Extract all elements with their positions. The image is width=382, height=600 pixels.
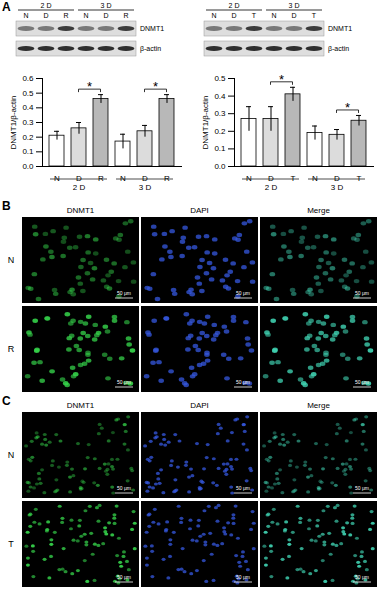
svg-text:T: T (8, 539, 14, 549)
svg-text:DAPI: DAPI (190, 206, 209, 215)
svg-text:2 D: 2 D (41, 2, 52, 9)
svg-text:T: T (356, 174, 362, 184)
svg-text:3 D: 3 D (101, 2, 112, 9)
svg-text:0.2: 0.2 (214, 127, 226, 136)
svg-text:*: * (345, 100, 350, 115)
svg-text:T: T (290, 174, 296, 184)
svg-text:0.1: 0.1 (214, 144, 226, 153)
svg-text:R: R (98, 174, 104, 184)
svg-text:DNMT1: DNMT1 (328, 25, 352, 32)
svg-text:D: D (76, 174, 82, 184)
svg-text:50 μm: 50 μm (355, 290, 369, 296)
svg-text:50 μm: 50 μm (236, 290, 250, 296)
svg-text:*: * (279, 72, 284, 87)
svg-text:D: D (142, 174, 148, 184)
svg-text:DNMT1: DNMT1 (140, 25, 164, 32)
svg-text:0.5: 0.5 (214, 74, 226, 83)
svg-text:D: D (103, 12, 108, 19)
svg-text:2 D: 2 D (229, 2, 240, 9)
html-text:C: C (2, 394, 11, 408)
svg-text:2 D: 2 D (265, 183, 278, 192)
svg-text:DAPI: DAPI (190, 401, 209, 410)
svg-text:0.3: 0.3 (22, 118, 34, 127)
svg-text:*: * (153, 79, 158, 94)
svg-text:3 D: 3 D (289, 2, 300, 9)
svg-text:DNMT1/β-actin: DNMT1/β-actin (9, 96, 18, 150)
svg-text:R: R (164, 174, 170, 184)
svg-text:R: R (8, 344, 15, 354)
svg-text:50 μm: 50 μm (117, 574, 131, 580)
svg-text:2 D: 2 D (73, 183, 86, 192)
svg-text:N: N (120, 174, 126, 184)
svg-text:T: T (312, 12, 317, 19)
svg-text:T: T (252, 12, 257, 19)
svg-text:50 μm: 50 μm (236, 485, 250, 491)
svg-text:0.2: 0.2 (22, 133, 34, 142)
svg-text:50 μm: 50 μm (355, 379, 369, 385)
svg-text:R: R (63, 12, 68, 19)
svg-text:D: D (268, 174, 274, 184)
svg-text:Merge: Merge (307, 206, 330, 215)
svg-text:50 μm: 50 μm (355, 485, 369, 491)
svg-text:N: N (246, 174, 252, 184)
svg-text:β-actin: β-actin (140, 45, 161, 53)
svg-text:0.6: 0.6 (22, 74, 34, 83)
html-text:A: A (2, 0, 11, 14)
svg-text:N: N (211, 12, 216, 19)
svg-text:0.4: 0.4 (214, 92, 226, 101)
svg-text:0.0: 0.0 (214, 162, 226, 171)
svg-text:DNMT1/β-actin: DNMT1/β-actin (201, 96, 210, 150)
svg-text:β-actin: β-actin (328, 45, 349, 53)
svg-text:*: * (87, 79, 92, 94)
svg-text:N: N (83, 12, 88, 19)
svg-text:D: D (291, 12, 296, 19)
svg-text:50 μm: 50 μm (117, 290, 131, 296)
svg-text:50 μm: 50 μm (117, 485, 131, 491)
html-text:B: B (2, 199, 11, 213)
svg-text:D: D (43, 12, 48, 19)
svg-text:50 μm: 50 μm (236, 574, 250, 580)
svg-text:Merge: Merge (307, 401, 330, 410)
svg-text:0.0: 0.0 (22, 162, 34, 171)
svg-text:0.1: 0.1 (22, 147, 34, 156)
svg-text:DNMT1: DNMT1 (67, 206, 95, 215)
svg-text:3 D: 3 D (139, 183, 152, 192)
svg-text:N: N (23, 12, 28, 19)
svg-text:N: N (312, 174, 318, 184)
svg-text:N: N (54, 174, 60, 184)
svg-text:0.4: 0.4 (22, 103, 34, 112)
svg-text:DNMT1: DNMT1 (67, 401, 95, 410)
svg-text:0.5: 0.5 (22, 89, 34, 98)
svg-text:D: D (231, 12, 236, 19)
svg-text:3 D: 3 D (331, 183, 344, 192)
svg-text:0.3: 0.3 (214, 109, 226, 118)
svg-text:50 μm: 50 μm (236, 379, 250, 385)
svg-text:N: N (8, 450, 15, 460)
svg-text:R: R (123, 12, 128, 19)
svg-text:N: N (8, 255, 15, 265)
svg-text:N: N (271, 12, 276, 19)
svg-text:D: D (334, 174, 340, 184)
svg-text:50 μm: 50 μm (355, 574, 369, 580)
svg-text:50 μm: 50 μm (117, 379, 131, 385)
